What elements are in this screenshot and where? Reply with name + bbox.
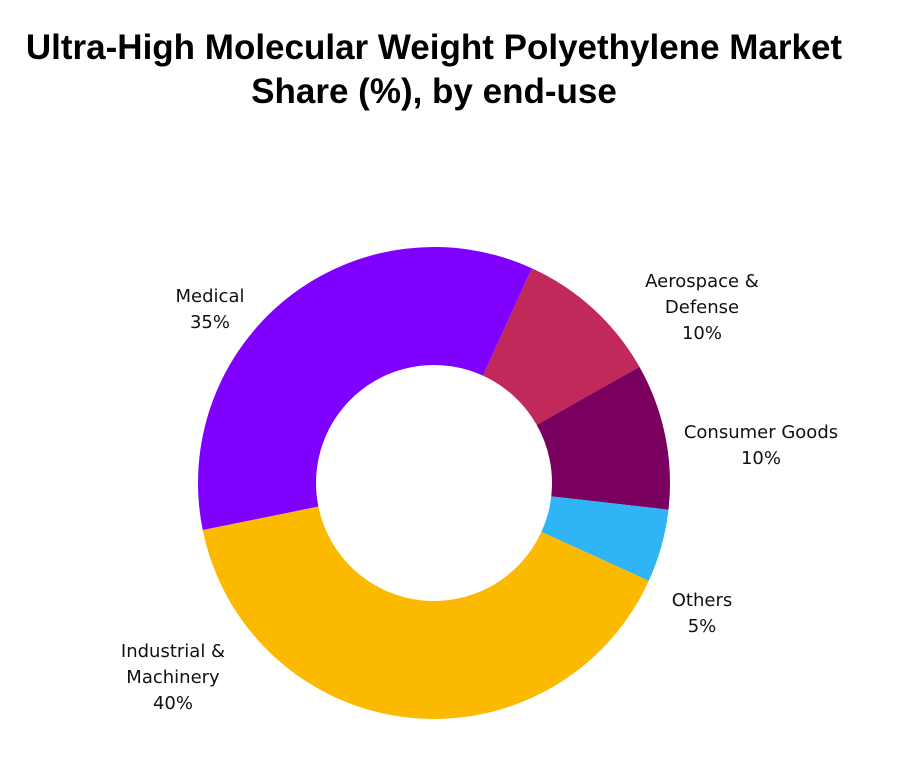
slice-label: Aerospace & Defense 10% [627, 269, 777, 347]
value-label: 5% [687, 616, 717, 637]
category-label: Consumer Goods [683, 422, 839, 443]
slice-label: Consumer Goods 10% [661, 420, 861, 472]
category-label: Industrial & Machinery [120, 641, 226, 688]
donut-slice [541, 496, 669, 581]
slice-label: Industrial & Machinery 40% [108, 639, 238, 717]
category-label: Medical [175, 286, 245, 307]
slice-label: Others 5% [652, 588, 752, 640]
donut-slice [198, 246, 532, 531]
category-label: Aerospace & Defense [645, 271, 759, 318]
donut-slice [536, 366, 670, 510]
slice-label: Medical 35% [150, 284, 270, 336]
chart-title: Ultra-High Molecular Weight Polyethylene… [25, 28, 843, 111]
value-label: 10% [681, 323, 722, 344]
donut-slice [482, 268, 640, 425]
value-label: 10% [740, 448, 781, 469]
category-label: Others [671, 590, 733, 611]
value-label: 35% [189, 312, 230, 333]
value-label: 40% [152, 693, 193, 714]
donut-slice [202, 506, 649, 720]
